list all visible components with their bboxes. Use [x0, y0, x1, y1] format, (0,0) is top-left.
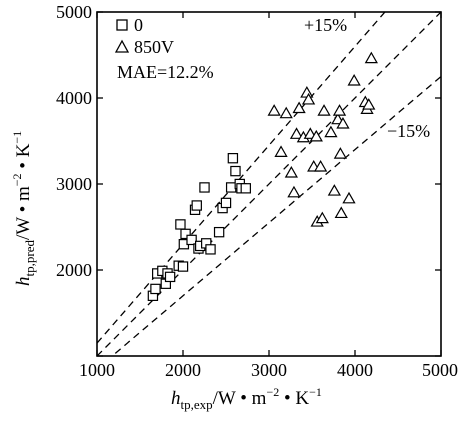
point-square [186, 234, 197, 246]
point-triangle [332, 104, 347, 116]
point-triangle [327, 184, 341, 196]
minus-15-annotation: −15% [387, 121, 430, 141]
point-triangle [267, 104, 281, 116]
y-axis-label-sup2: −1 [10, 131, 24, 144]
y-tick-label: 5000 [56, 2, 92, 22]
point-triangle [324, 125, 338, 138]
point-square [225, 182, 237, 193]
point-triangle [317, 104, 331, 116]
y-axis-label-mid: • K [13, 143, 34, 173]
parity-line [97, 12, 441, 356]
point-triangle [274, 145, 288, 157]
point-square [240, 183, 251, 194]
legend-label-850v: 850V [134, 37, 174, 57]
x-axis-label-h: h [171, 388, 181, 409]
plot-frame [96, 11, 442, 357]
y-axis-label-h: h [13, 277, 34, 287]
x-tick-label: 1000 [79, 360, 115, 380]
point-triangle [364, 51, 378, 64]
point-triangle [315, 211, 329, 224]
x-axis-label-sub: tp,exp [181, 397, 213, 412]
point-square [164, 271, 176, 283]
point-square [150, 283, 161, 295]
legend-square-marker [116, 19, 128, 31]
y-axis-label-units: /W • m [13, 186, 34, 240]
point-square [180, 228, 191, 240]
y-axis-label-sup1: −2 [10, 173, 24, 186]
point-square [175, 219, 186, 230]
point-triangle [279, 106, 293, 119]
point-triangle [287, 185, 301, 198]
point-square [177, 261, 189, 272]
y-tick-label: 3000 [56, 174, 92, 194]
point-triangle [347, 73, 361, 86]
tick-labels: 1000 2000 3000 4000 5000 2000 3000 4000 5000 [56, 2, 458, 380]
point-triangle [301, 92, 316, 105]
point-square [199, 182, 210, 193]
point-square [220, 197, 232, 209]
point-triangle [284, 166, 298, 178]
data-points [147, 51, 378, 302]
x-axis-label-sup1: −2 [266, 385, 279, 399]
y-tick-label: 4000 [56, 88, 92, 108]
y-axis-label-sub: tp,pred [22, 240, 37, 277]
minus-15-line [111, 76, 441, 356]
x-axis-label: htp,exp/W • m−2 • K−1 [171, 385, 322, 412]
plus-15-annotation: +15% [304, 15, 347, 35]
y-tick-label: 2000 [56, 260, 92, 280]
point-square [191, 200, 202, 211]
point-triangle [336, 116, 350, 129]
x-tick-label: 4000 [337, 360, 373, 380]
point-triangle [292, 101, 306, 114]
legend-label-0: 0 [134, 15, 143, 35]
x-tick-label: 2000 [165, 360, 201, 380]
point-triangle [309, 129, 323, 142]
mae-annotation: MAE=12.2% [117, 62, 214, 82]
point-triangle [362, 98, 376, 110]
point-triangle [300, 86, 314, 98]
point-triangle [289, 127, 304, 139]
x-axis-label-mid: • K [279, 388, 309, 409]
legend: 0 850V MAE=12.2% [114, 15, 214, 82]
y-axis-label: htp,pred/W • m−2 • K−1 [10, 131, 37, 286]
point-triangle [333, 147, 348, 159]
x-axis-label-units: /W • m [213, 388, 267, 409]
point-square [230, 165, 241, 177]
point-square [227, 153, 239, 164]
point-square [205, 244, 216, 255]
x-tick-label: 3000 [251, 360, 287, 380]
point-triangle [334, 206, 348, 219]
point-square [213, 226, 225, 238]
point-triangle [342, 191, 356, 204]
x-axis-label-sup2: −1 [309, 385, 322, 399]
point-triangle [313, 159, 328, 172]
x-tick-label: 5000 [422, 360, 458, 380]
legend-triangle-marker [114, 39, 130, 53]
